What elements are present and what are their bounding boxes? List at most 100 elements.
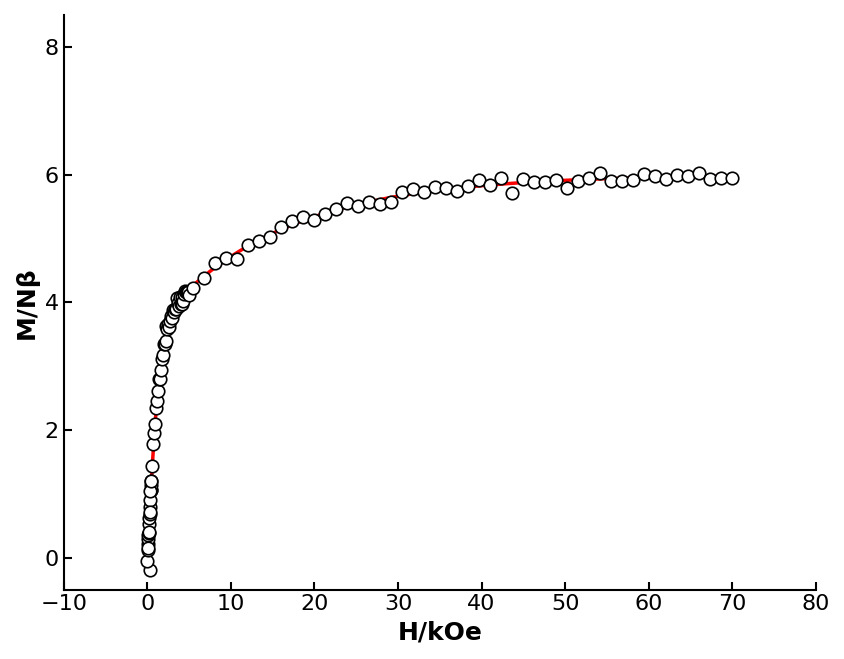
Point bbox=[142, 527, 155, 538]
Point bbox=[140, 556, 154, 566]
Point bbox=[150, 396, 164, 407]
Point bbox=[505, 188, 518, 198]
Point bbox=[159, 335, 172, 346]
Point bbox=[296, 212, 310, 222]
Point bbox=[141, 544, 154, 555]
Point bbox=[428, 181, 441, 192]
Point bbox=[174, 299, 187, 309]
Point bbox=[692, 167, 706, 178]
Point bbox=[180, 287, 193, 297]
Point bbox=[153, 374, 166, 384]
Point bbox=[151, 386, 165, 396]
Point bbox=[161, 319, 175, 330]
Point bbox=[170, 298, 184, 308]
Point bbox=[175, 292, 188, 302]
Point bbox=[439, 183, 452, 193]
Point bbox=[176, 299, 189, 310]
Point bbox=[154, 354, 168, 364]
Point bbox=[152, 374, 165, 384]
Point bbox=[494, 173, 507, 183]
Point bbox=[625, 175, 639, 185]
Point bbox=[472, 175, 485, 185]
Point bbox=[329, 204, 343, 214]
Point bbox=[614, 176, 628, 186]
Point bbox=[143, 486, 157, 496]
Point bbox=[169, 303, 182, 314]
Point bbox=[165, 313, 179, 324]
Point bbox=[461, 181, 474, 191]
Point bbox=[165, 310, 178, 321]
Point bbox=[143, 509, 156, 520]
Point bbox=[714, 172, 728, 183]
Point bbox=[163, 316, 176, 326]
Point bbox=[143, 485, 157, 496]
Point bbox=[148, 428, 161, 438]
Point bbox=[285, 215, 299, 226]
Point bbox=[143, 507, 156, 517]
Point bbox=[483, 180, 496, 190]
Point bbox=[154, 365, 167, 376]
Point bbox=[143, 501, 156, 512]
Point bbox=[146, 438, 160, 449]
Point bbox=[141, 539, 154, 550]
Point bbox=[263, 232, 277, 243]
Point bbox=[571, 175, 584, 186]
Point bbox=[187, 283, 200, 293]
Point bbox=[167, 306, 181, 317]
Point bbox=[725, 173, 738, 183]
Point bbox=[160, 324, 174, 334]
Point bbox=[181, 287, 195, 297]
Point bbox=[171, 301, 185, 311]
Point bbox=[168, 304, 181, 314]
Point bbox=[144, 476, 158, 486]
Point bbox=[680, 171, 694, 182]
Point bbox=[417, 187, 430, 198]
Point bbox=[170, 293, 183, 303]
Point bbox=[362, 197, 376, 208]
Point bbox=[307, 215, 321, 225]
Point bbox=[143, 485, 157, 496]
Point bbox=[318, 209, 332, 219]
Point bbox=[166, 305, 180, 316]
Point bbox=[143, 495, 157, 505]
Point bbox=[149, 403, 163, 414]
Point bbox=[145, 461, 159, 471]
Point bbox=[157, 339, 170, 349]
X-axis label: H/kOe: H/kOe bbox=[397, 620, 482, 644]
Point bbox=[144, 476, 158, 487]
Point bbox=[142, 528, 155, 538]
Point bbox=[179, 287, 192, 297]
Point bbox=[647, 171, 661, 181]
Point bbox=[208, 258, 222, 269]
Point bbox=[395, 187, 408, 198]
Point bbox=[592, 168, 606, 179]
Point bbox=[156, 349, 170, 360]
Point bbox=[450, 185, 463, 196]
Point bbox=[142, 529, 155, 540]
Point bbox=[703, 174, 717, 185]
Point bbox=[340, 198, 354, 208]
Point bbox=[143, 513, 156, 524]
Point bbox=[669, 170, 683, 181]
Point bbox=[141, 534, 154, 544]
Point bbox=[149, 419, 162, 430]
Point bbox=[197, 272, 211, 283]
Point bbox=[176, 295, 190, 306]
Point bbox=[406, 183, 419, 194]
Point bbox=[351, 201, 365, 212]
Point bbox=[182, 290, 196, 301]
Point bbox=[538, 177, 551, 188]
Point bbox=[158, 338, 171, 349]
Y-axis label: M/Nβ: M/Nβ bbox=[15, 266, 39, 339]
Point bbox=[274, 222, 288, 233]
Point bbox=[252, 236, 266, 246]
Point bbox=[173, 292, 187, 302]
Point bbox=[582, 173, 595, 183]
Point bbox=[549, 175, 562, 186]
Point bbox=[144, 480, 158, 490]
Point bbox=[160, 320, 173, 331]
Point bbox=[603, 175, 617, 186]
Point bbox=[373, 198, 387, 209]
Point bbox=[178, 285, 192, 296]
Point bbox=[142, 519, 155, 529]
